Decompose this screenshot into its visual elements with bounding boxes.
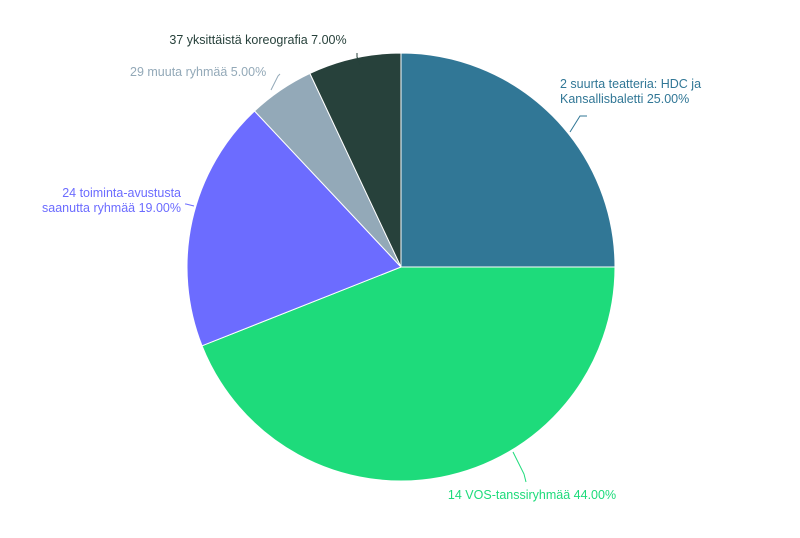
pie-slice-2[interactable] <box>201 266 616 482</box>
leader-line-3 <box>185 203 195 207</box>
slice-label-1-line-2: Kansallisbaletti 25.00% <box>560 92 689 106</box>
pie-slice-1[interactable] <box>400 52 616 268</box>
leader-line-5 <box>356 53 361 65</box>
slice-label-3: 24 toiminta-avustusta saanutta ryhmää 19.… <box>42 186 181 215</box>
slice-label-5: 37 yksittäistä koreografia 7.00% <box>169 33 346 47</box>
slice-label-2-line-1: 14 VOS-tanssiryhmää 44.00% <box>448 488 616 502</box>
slice-label-3-line-2: saanutta ryhmää 19.00% <box>42 201 181 215</box>
slice-label-3-line-1: 24 toiminta-avustusta <box>62 186 181 200</box>
leader-line-2 <box>512 451 527 483</box>
slices-layer <box>186 52 616 482</box>
slice-label-1: 2 suurta teatteria: HDC ja Kansallisbalet… <box>560 77 701 106</box>
pie-slice-5[interactable] <box>309 52 402 268</box>
slice-label-2: 14 VOS-tanssiryhmää 44.00% <box>448 488 616 502</box>
slice-label-5-line-1: 37 yksittäistä koreografia 7.00% <box>169 33 346 47</box>
leader-lines-layer <box>185 53 587 483</box>
leader-line-4 <box>270 73 281 91</box>
slice-label-1-line-1: 2 suurta teatteria: HDC ja <box>560 77 701 91</box>
pie-slice-3[interactable] <box>186 110 402 347</box>
slice-label-4: 29 muuta ryhmää 5.00% <box>130 65 266 79</box>
labels-layer: 2 suurta teatteria: HDC ja Kansallisbalet… <box>42 33 701 502</box>
leader-line-1 <box>569 115 587 133</box>
slice-label-4-line-1: 29 muuta ryhmää 5.00% <box>130 65 266 79</box>
